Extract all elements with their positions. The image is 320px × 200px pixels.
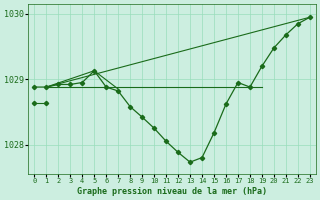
X-axis label: Graphe pression niveau de la mer (hPa): Graphe pression niveau de la mer (hPa): [77, 187, 267, 196]
